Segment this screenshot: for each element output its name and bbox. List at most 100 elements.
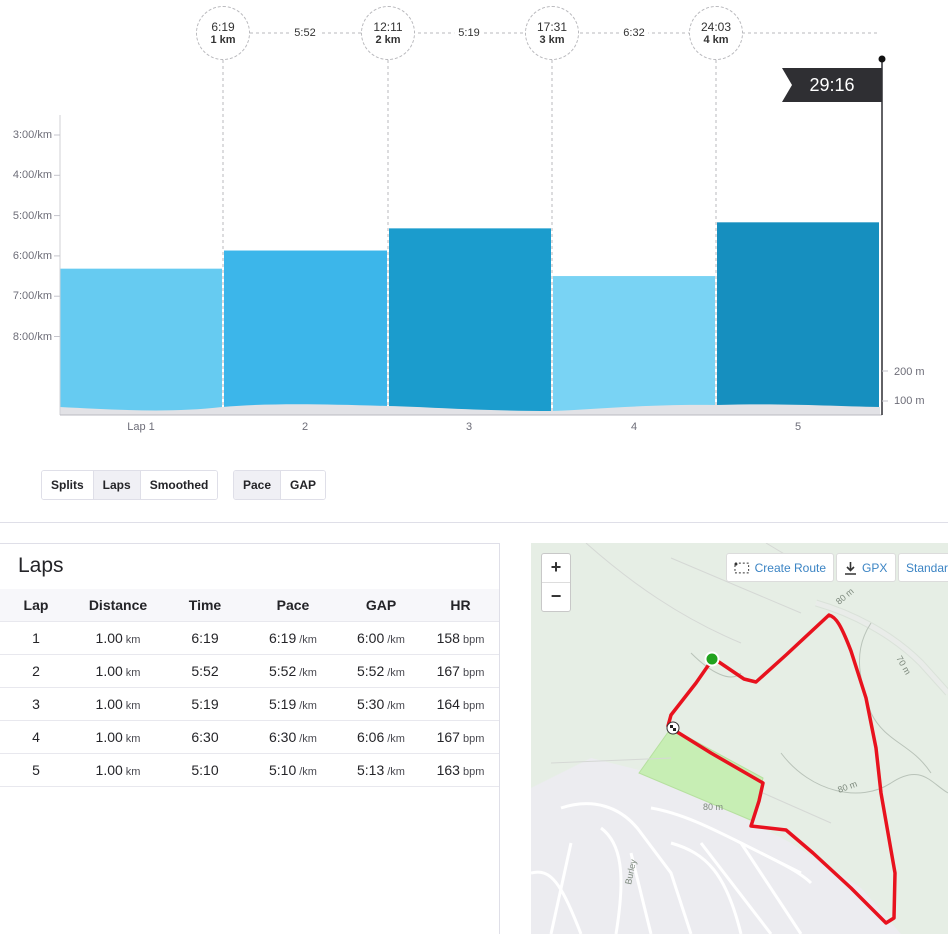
col-lap[interactable]: Lap (0, 589, 72, 622)
cell-distance: 1.00 km (72, 753, 164, 787)
road (815, 600, 948, 695)
marker-distance: 3 km (539, 34, 565, 46)
lap-value: 1 (32, 630, 40, 646)
hr-unit: bpm (462, 733, 485, 745)
marker-time: 17:31 (536, 20, 568, 34)
y-axis-label: 3:00/km (12, 129, 52, 141)
pace-bar-lap-5[interactable] (717, 222, 879, 412)
streets (531, 802, 813, 934)
standard-label: Standard (906, 560, 948, 575)
y-axis-label: 6:00/km (12, 249, 52, 262)
hr-value: 167 (436, 729, 460, 745)
col-gap[interactable]: GAP (340, 589, 422, 622)
gap-unit: /km (387, 667, 405, 679)
distance-value: 1.00 (95, 729, 123, 745)
distance-marker[interactable]: 24:03 4 km (689, 6, 743, 60)
gpx-button[interactable]: GPX (836, 553, 896, 582)
park-field (638, 727, 764, 822)
time-value: 5:10 (191, 762, 219, 778)
table-header-row: Lap Distance Time Pace GAP HR (0, 589, 499, 622)
cell-distance: 1.00 km (72, 654, 164, 688)
cell-hr: 167 bpm (422, 654, 499, 688)
table-row[interactable]: 4 1.00 km 6:30 6:30/km 6:06/km 167 bpm (0, 720, 499, 754)
lap-value: 3 (32, 696, 40, 712)
elevation-label: 100 m (894, 395, 925, 407)
route-map[interactable]: 80 m 70 m 80 m 80 m Burley + − Create Ro… (531, 543, 948, 934)
distance-unit: km (125, 700, 141, 712)
pace-bar-lap-1[interactable] (60, 268, 222, 412)
zoom-out-button[interactable]: − (550, 586, 562, 606)
pace-unit: /km (299, 667, 317, 679)
time-value: 5:52 (191, 663, 219, 679)
pace-unit: /km (299, 766, 317, 778)
total-time-flag: 29:16 (782, 68, 882, 102)
elevation-area (60, 404, 880, 415)
gap-value: 6:06 (357, 729, 385, 745)
finish-flag-icon (666, 721, 680, 735)
laps-button[interactable]: Laps (93, 471, 141, 499)
y-axis-label: 8:00/km (12, 330, 52, 343)
cell-lap: 1 (0, 621, 72, 655)
marker-distance: 1 km (210, 34, 236, 46)
gpx-label: GPX (862, 560, 888, 575)
table-row[interactable]: 3 1.00 km 5:19 5:19/km 5:30/km 164 bpm (0, 687, 499, 721)
col-distance[interactable]: Distance (72, 589, 164, 622)
route-icon (734, 562, 750, 573)
metric-toggle: Pace GAP (233, 470, 327, 500)
laps-table: Lap Distance Time Pace GAP HR 1 1.00 km 6:1… (0, 589, 499, 787)
map-paths (550, 543, 832, 824)
gap-unit: /km (387, 766, 405, 778)
pace-bar-lap-4[interactable] (553, 276, 715, 412)
splits-button[interactable]: Splits (42, 471, 94, 499)
marker-guides (222, 60, 717, 412)
y-axis-label: 7:00/km (12, 290, 52, 303)
map-canvas[interactable]: 80 m 70 m 80 m 80 m Burley (531, 543, 948, 934)
lap-value: 5 (32, 762, 40, 778)
hr-value: 163 (436, 762, 460, 778)
distance-marker[interactable]: 12:11 2 km (361, 6, 415, 60)
pace-bar-lap-2[interactable] (224, 250, 387, 412)
cell-lap: 3 (0, 687, 72, 721)
start-marker (704, 651, 720, 667)
pace-bar-lap-3[interactable] (389, 228, 551, 412)
table-row[interactable]: 1 1.00 km 6:19 6:19/km 6:00/km 158 bpm (0, 621, 499, 655)
map-label: 80 m (703, 802, 723, 812)
download-icon (845, 561, 856, 575)
smoothed-button[interactable]: Smoothed (140, 471, 218, 499)
hr-value: 158 (436, 630, 460, 646)
hr-unit: bpm (462, 667, 485, 679)
section-divider (0, 522, 948, 523)
view-toggle: Splits Laps Smoothed (41, 470, 219, 500)
col-pace[interactable]: Pace (246, 589, 340, 622)
standard-map-button[interactable]: Standard (898, 553, 948, 582)
distance-value: 1.00 (95, 630, 123, 646)
gap-button[interactable]: GAP (281, 471, 326, 499)
pace-value: 6:30 (269, 729, 297, 745)
gap-unit: /km (387, 733, 405, 745)
cell-gap: 5:30/km (340, 687, 422, 721)
col-hr[interactable]: HR (422, 589, 499, 622)
road-edge (815, 599, 948, 696)
laps-title: Laps (18, 554, 64, 577)
pace-chart (54, 32, 888, 416)
marker-time: 24:03 (700, 20, 732, 34)
table-row[interactable]: 5 1.00 km 5:10 5:10/km 5:13/km 163 bpm (0, 753, 499, 787)
distance-marker[interactable]: 6:19 1 km (196, 6, 250, 60)
cell-time: 5:52 (164, 654, 246, 688)
pace-value: 5:19 (269, 696, 297, 712)
distance-value: 1.00 (95, 663, 123, 679)
cell-time: 5:10 (164, 753, 246, 787)
cell-gap: 5:52/km (340, 654, 422, 688)
distance-marker[interactable]: 17:31 3 km (525, 6, 579, 60)
split-time-label: 5:19 (454, 27, 484, 39)
zoom-in-button[interactable]: + (542, 554, 570, 583)
pace-button[interactable]: Pace (234, 471, 282, 499)
cell-hr: 158 bpm (422, 621, 499, 655)
table-row[interactable]: 2 1.00 km 5:52 5:52/km 5:52/km 167 bpm (0, 654, 499, 688)
lap-value: 2 (32, 663, 40, 679)
gap-value: 5:30 (357, 696, 385, 712)
marker-distance: 2 km (375, 34, 401, 46)
col-time[interactable]: Time (164, 589, 246, 622)
create-route-button[interactable]: Create Route (726, 553, 834, 582)
cell-distance: 1.00 km (72, 687, 164, 721)
